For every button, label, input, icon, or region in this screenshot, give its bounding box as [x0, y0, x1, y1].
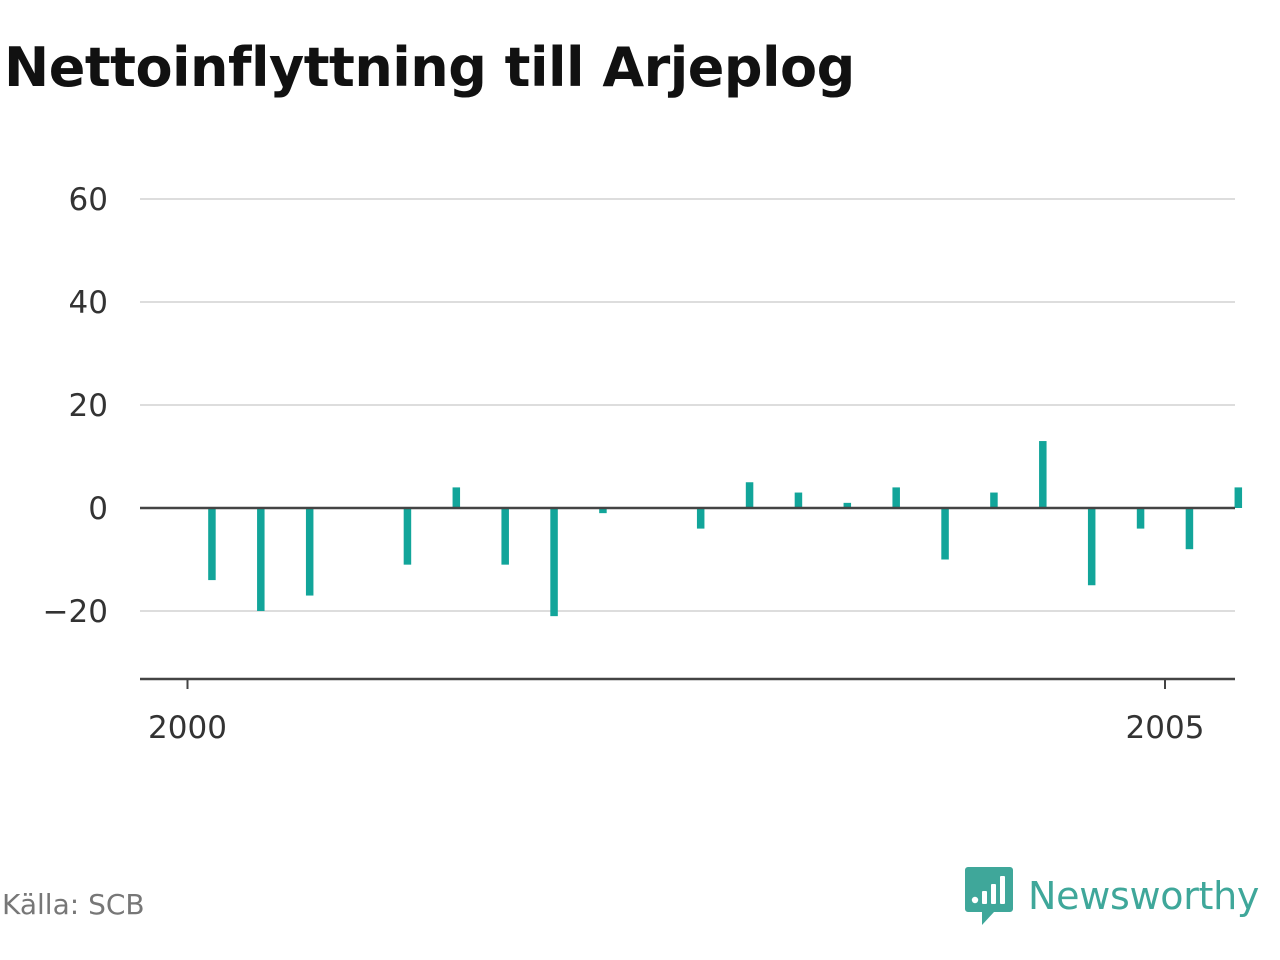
bar: 2003 Q2: 1 — [843, 502, 852, 508]
bar: 2000 Q2: -20 — [257, 508, 265, 611]
y-tick-label: 0 — [88, 491, 108, 527]
bar: 2004 Q2: 13 — [1039, 441, 1047, 508]
x-tick-label: 2000 — [148, 710, 227, 746]
bar: 2003 Q4: -10 — [941, 508, 949, 560]
bar: 2001 Q4: -21 — [550, 508, 558, 617]
bar: 2003 Q3: 4 — [892, 487, 900, 508]
bar: 2001 Q2: 4 — [452, 487, 461, 508]
source-label: Källa: SCB — [2, 888, 145, 921]
y-tick-label: 20 — [69, 388, 108, 424]
bar: 2004 Q4: -4 — [1136, 508, 1145, 529]
y-tick-label: 60 — [69, 182, 108, 218]
bar: 2001 Q1: -11 — [403, 508, 412, 565]
bar: 2005 Q2: 4 — [1234, 487, 1243, 508]
brand-logo: Newsworthy — [964, 864, 1259, 928]
bar: 2000 Q1: -14 — [208, 508, 216, 581]
bar: 2005 Q1: -8 — [1185, 508, 1194, 550]
bar: 2003 Q1: 3 — [794, 492, 803, 508]
brand-name: Newsworthy — [1028, 874, 1260, 918]
axes: −200204060200020052010201520202025 — [43, 182, 1235, 746]
bar: 2004 Q1: 3 — [990, 492, 998, 508]
chart-speech-bubble-icon — [965, 867, 1013, 925]
y-tick-label: 40 — [69, 285, 108, 321]
chart-title: Nettoinflyttning till Arjeplog — [4, 36, 855, 99]
y-tick-label: −20 — [43, 594, 108, 630]
bar: 2001 Q3: -11 — [501, 508, 509, 565]
grid-lines — [140, 198, 1235, 612]
bar: 2004 Q3: -15 — [1087, 508, 1096, 586]
bars: 2000 Q1: -14 2000 Q2: -20 2000 Q3: -17 2001… — [208, 441, 1243, 617]
x-tick-label: 2005 — [1126, 710, 1205, 746]
bar: 2000 Q3: -17 — [305, 508, 314, 596]
